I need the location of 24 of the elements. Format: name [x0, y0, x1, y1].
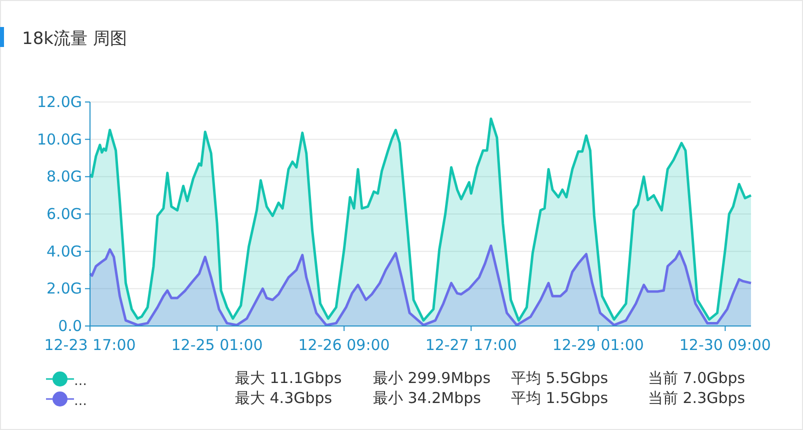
text: 最大 4.3Gbps	[235, 389, 332, 407]
text: 最小 34.2Mbps	[373, 389, 482, 407]
y-tick-label: 0.0	[58, 317, 82, 335]
legend-label: …	[74, 394, 87, 409]
y-tick-label: 8.0G	[46, 168, 82, 186]
y-tick-label: 6.0G	[46, 205, 82, 223]
text: 平均 5.5Gbps	[511, 369, 608, 387]
x-tick-label: 12-30 09:00	[679, 336, 771, 354]
text: 最大 11.1Gbps	[235, 369, 342, 387]
text: 最小 299.9Mbps	[373, 369, 491, 387]
text: 平均 1.5Gbps	[511, 389, 608, 407]
x-tick-label: 12-26 09:00	[298, 336, 390, 354]
x-tick-label: 12-23 17:00	[44, 336, 136, 354]
chart-title: 18k流量 周图	[22, 29, 127, 49]
x-tick-label: 12-27 17:00	[425, 336, 517, 354]
legend-label: …	[74, 374, 87, 389]
x-tick-label: 12-29 01:00	[552, 336, 644, 354]
y-tick-label: 10.0G	[36, 130, 82, 148]
x-tick-label: 12-25 01:00	[171, 336, 263, 354]
y-tick-label: 2.0G	[46, 280, 82, 298]
y-tick-label: 4.0G	[46, 242, 82, 260]
text: 当前 7.0Gbps	[648, 369, 746, 387]
y-tick-label: 12.0G	[36, 93, 82, 111]
text: 当前 2.3Gbps	[648, 389, 746, 407]
